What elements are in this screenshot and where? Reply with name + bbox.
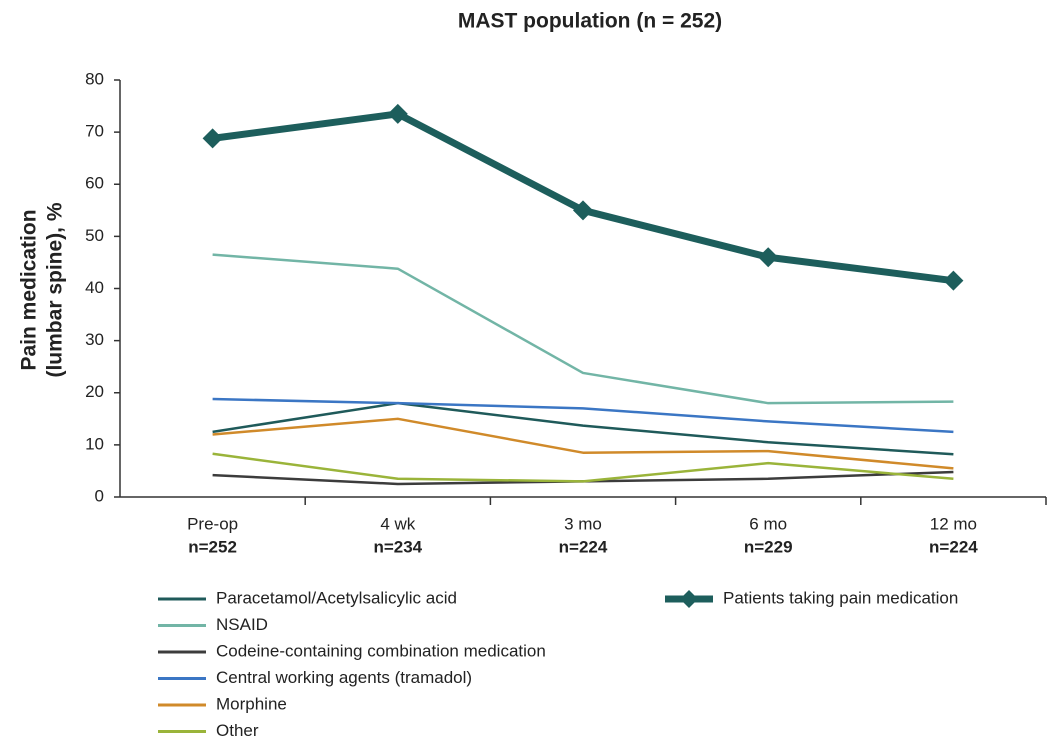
y-tick-label: 60	[85, 174, 104, 193]
legend-label: Morphine	[216, 694, 287, 713]
y-tick-label: 80	[85, 69, 104, 88]
x-tick-label: n=252	[188, 537, 237, 556]
legend-label: Patients taking pain medication	[723, 588, 958, 607]
y-tick-label: 0	[95, 486, 104, 505]
y-tick-label: 20	[85, 382, 104, 401]
legend-label: NSAID	[216, 615, 268, 634]
x-tick-label: 6 mo	[749, 514, 787, 533]
y-tick-label: 30	[85, 330, 104, 349]
chart-title: MAST population (n = 252)	[458, 10, 722, 33]
y-tick-label: 50	[85, 226, 104, 245]
y-tick-label: 40	[85, 278, 104, 297]
series-line	[212, 253, 954, 405]
series-line	[212, 452, 954, 483]
x-tick-label: n=224	[559, 537, 608, 556]
x-tick-label: n=234	[373, 537, 422, 556]
legend-label: Paracetamol/Acetylsalicylic acid	[216, 588, 457, 607]
y-axis-title: (lumbar spine), %	[44, 202, 67, 377]
legend-label: Other	[216, 721, 259, 740]
x-tick-label: Pre-op	[187, 514, 238, 533]
marker	[202, 128, 223, 149]
marker	[758, 247, 779, 268]
legend-marker	[680, 590, 698, 608]
x-tick-label: n=229	[744, 537, 793, 556]
x-tick-label: n=224	[929, 537, 978, 556]
series-line	[212, 401, 954, 456]
legend-label: Central working agents (tramadol)	[216, 668, 472, 687]
series-line	[212, 110, 954, 285]
y-axis-title: Pain medication	[18, 209, 41, 370]
marker	[943, 270, 964, 291]
legend-label: Codeine-containing combination medicatio…	[216, 641, 546, 660]
series-line	[212, 397, 954, 434]
series-line	[212, 417, 954, 470]
x-tick-label: 3 mo	[564, 514, 602, 533]
x-tick-label: 12 mo	[930, 514, 977, 533]
marker	[573, 200, 593, 221]
y-tick-label: 10	[85, 434, 104, 453]
x-tick-label: 4 wk	[380, 514, 415, 533]
y-tick-label: 70	[85, 122, 104, 141]
marker	[387, 103, 408, 124]
